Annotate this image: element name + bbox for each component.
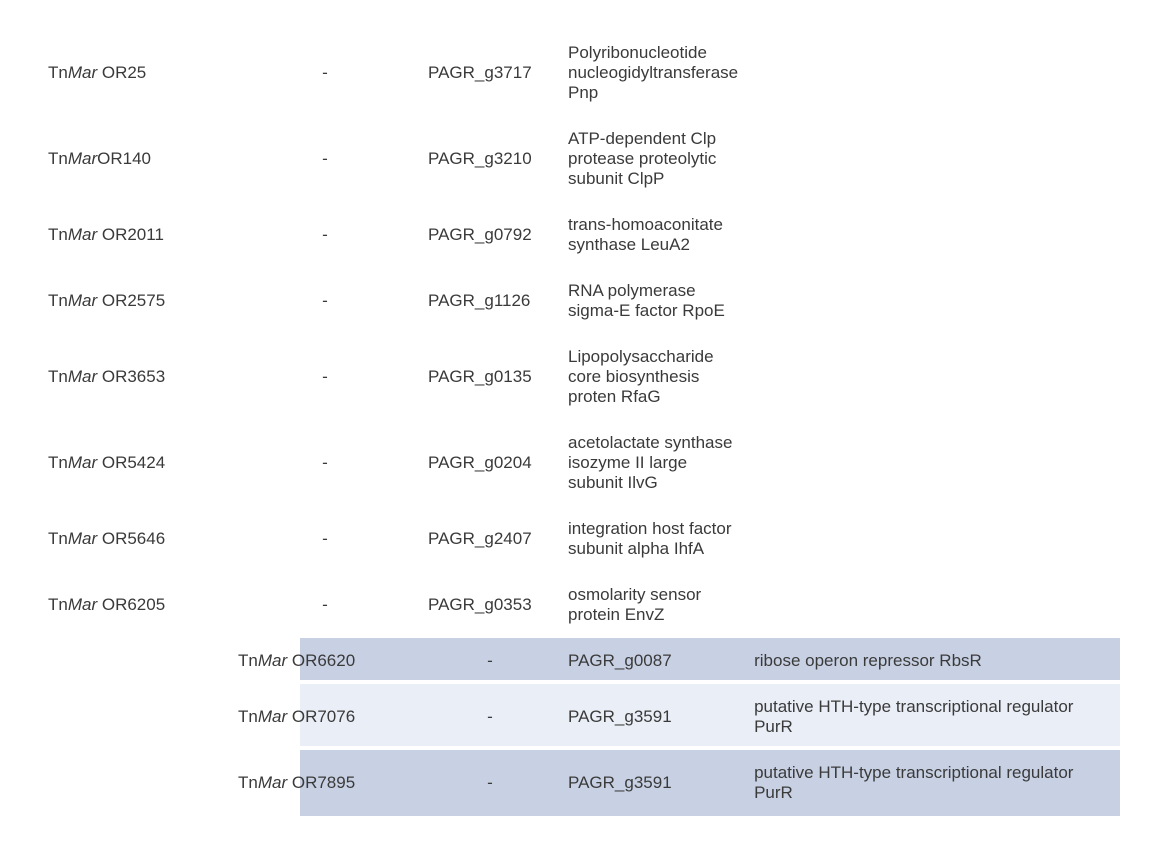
- table-row: TnMar OR5646-PAGR_g2407integration host …: [40, 506, 1120, 572]
- table-row: TnMar OR25-PAGR_g3717Polyribonucleotide …: [40, 30, 1120, 116]
- gene-description: osmolarity sensor protein EnvZ: [560, 572, 746, 638]
- mutant-suffix: OR7895: [287, 773, 355, 792]
- gene-id: PAGR_g3210: [420, 116, 560, 202]
- mutant-name: TnMar OR7895: [230, 750, 420, 816]
- mutant-prefix: Tn: [48, 529, 68, 548]
- mutant-name: TnMar OR3653: [40, 334, 230, 420]
- dash-cell: -: [230, 268, 420, 334]
- mutant-suffix: OR6620: [287, 651, 355, 670]
- mutant-name: TnMar OR5424: [40, 420, 230, 506]
- mutant-suffix: OR140: [97, 149, 151, 168]
- dash-cell: -: [230, 506, 420, 572]
- gene-id: PAGR_g0792: [420, 202, 560, 268]
- mutant-prefix: Tn: [48, 225, 68, 244]
- mutant-suffix: OR5646: [97, 529, 165, 548]
- dash-cell: -: [230, 420, 420, 506]
- mutant-italic: Mar: [68, 149, 97, 168]
- mutant-italic: Mar: [68, 367, 97, 386]
- mutant-name: TnMar OR6620: [230, 638, 420, 684]
- dash-cell: -: [230, 334, 420, 420]
- gene-id: PAGR_g0353: [420, 572, 560, 638]
- gene-description: putative HTH-type transcriptional regula…: [746, 684, 1120, 750]
- mutant-prefix: Tn: [48, 367, 68, 386]
- gene-id: PAGR_g3591: [560, 684, 746, 750]
- table-row: TnMar OR6205-PAGR_g0353osmolarity sensor…: [40, 572, 1120, 638]
- gene-description: trans-homoaconitate synthase LeuA2: [560, 202, 746, 268]
- gene-description: ribose operon repressor RbsR: [746, 638, 1120, 684]
- mutant-italic: Mar: [68, 595, 97, 614]
- mutant-italic: Mar: [68, 225, 97, 244]
- gene-id: PAGR_g1126: [420, 268, 560, 334]
- table-row: TnMar OR6620-PAGR_g0087ribose operon rep…: [40, 638, 1120, 684]
- mutant-prefix: Tn: [238, 651, 258, 670]
- dash-cell: -: [420, 684, 560, 750]
- mutant-name: TnMar OR2575: [40, 268, 230, 334]
- mutant-italic: Mar: [258, 651, 287, 670]
- mutant-name: TnMar OR2011: [40, 202, 230, 268]
- mutant-italic: Mar: [68, 529, 97, 548]
- gene-table: TnMar OR25-PAGR_g3717Polyribonucleotide …: [40, 30, 1120, 816]
- mutant-prefix: Tn: [238, 707, 258, 726]
- mutant-name: TnMar OR6205: [40, 572, 230, 638]
- gene-id: PAGR_g3591: [560, 750, 746, 816]
- mutant-name: TnMar OR25: [40, 30, 230, 116]
- gene-description: putative HTH-type transcriptional regula…: [746, 750, 1120, 816]
- mutant-name: TnMar OR5646: [40, 506, 230, 572]
- dash-cell: -: [230, 572, 420, 638]
- mutant-italic: Mar: [258, 773, 287, 792]
- mutant-prefix: Tn: [48, 149, 68, 168]
- gene-description: Polyribonucleotide nucleogidyltransferas…: [560, 30, 746, 116]
- mutant-italic: Mar: [258, 707, 287, 726]
- mutant-suffix: OR2011: [97, 225, 164, 244]
- mutant-suffix: OR7076: [287, 707, 355, 726]
- table-row: TnMar OR7076-PAGR_g3591putative HTH-type…: [40, 684, 1120, 750]
- dash-cell: -: [420, 638, 560, 684]
- gene-description: RNA polymerase sigma-E factor RpoE: [560, 268, 746, 334]
- gene-id: PAGR_g0135: [420, 334, 560, 420]
- dash-cell: -: [230, 30, 420, 116]
- dash-cell: -: [420, 750, 560, 816]
- table-row: TnMar OR7895-PAGR_g3591putative HTH-type…: [40, 750, 1120, 816]
- mutant-suffix: OR6205: [97, 595, 165, 614]
- mutant-suffix: OR2575: [97, 291, 165, 310]
- gene-description: acetolactate synthase isozyme II large s…: [560, 420, 746, 506]
- mutant-italic: Mar: [68, 453, 97, 472]
- mutant-italic: Mar: [68, 63, 97, 82]
- gene-description: ATP-dependent Clp protease proteolytic s…: [560, 116, 746, 202]
- mutant-prefix: Tn: [48, 453, 68, 472]
- mutant-name: TnMarOR140: [40, 116, 230, 202]
- gene-description: Lipopolysaccharide core biosynthesis pro…: [560, 334, 746, 420]
- gene-description: integration host factor subunit alpha Ih…: [560, 506, 746, 572]
- mutant-prefix: Tn: [238, 773, 258, 792]
- gene-id: PAGR_g0087: [560, 638, 746, 684]
- mutant-name: TnMar OR7076: [230, 684, 420, 750]
- gene-id: PAGR_g3717: [420, 30, 560, 116]
- table-row: TnMar OR2011-PAGR_g0792trans-homoaconita…: [40, 202, 1120, 268]
- gene-id: PAGR_g0204: [420, 420, 560, 506]
- mutant-prefix: Tn: [48, 291, 68, 310]
- mutant-suffix: OR5424: [97, 453, 165, 472]
- mutant-suffix: OR25: [97, 63, 146, 82]
- mutant-suffix: OR3653: [97, 367, 165, 386]
- table-row: TnMarOR140-PAGR_g3210ATP-dependent Clp p…: [40, 116, 1120, 202]
- dash-cell: -: [230, 116, 420, 202]
- table-row: TnMar OR2575-PAGR_g1126RNA polymerase si…: [40, 268, 1120, 334]
- gene-id: PAGR_g2407: [420, 506, 560, 572]
- mutant-italic: Mar: [68, 291, 97, 310]
- mutant-prefix: Tn: [48, 63, 68, 82]
- table-row: TnMar OR5424-PAGR_g0204acetolactate synt…: [40, 420, 1120, 506]
- table-row: TnMar OR3653-PAGR_g0135Lipopolysaccharid…: [40, 334, 1120, 420]
- dash-cell: -: [230, 202, 420, 268]
- mutant-prefix: Tn: [48, 595, 68, 614]
